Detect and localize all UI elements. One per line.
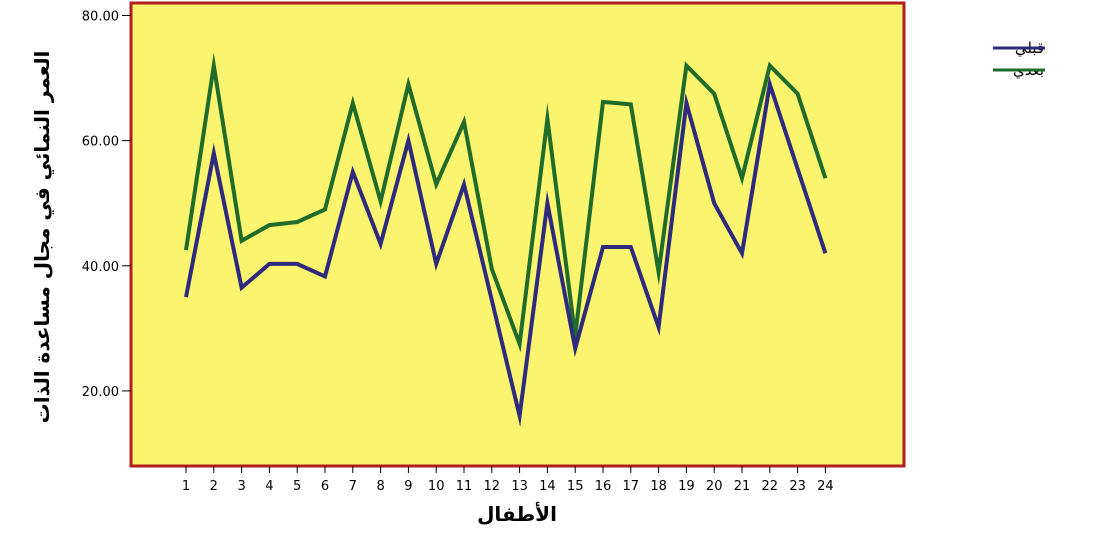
y-axis-title: العمر النمائي في مجال مساعدة الذات (30, 51, 55, 424)
x-tick-label: 9 (404, 479, 412, 494)
y-axis: 20.00 40.00 60.00 80.00 (82, 10, 131, 400)
x-tick-label: 10 (428, 479, 445, 494)
x-tick-label: 6 (321, 479, 329, 494)
x-tick-label: 18 (650, 479, 667, 494)
x-tick-label: 4 (265, 479, 273, 494)
x-axis-title: الأطفال (477, 501, 557, 526)
x-tick-label: 15 (567, 479, 584, 494)
plot-area (129, 1, 906, 468)
x-tick-label: 19 (678, 479, 695, 494)
x-tick-label: 12 (484, 479, 501, 494)
x-tick-label: 16 (595, 479, 612, 494)
series-layer (184, 52, 828, 427)
x-tick-label: 1 (182, 479, 190, 494)
x-tick-label: 2 (210, 479, 218, 494)
x-tick-label: 7 (349, 479, 357, 494)
x-tick-label: 22 (762, 479, 779, 494)
y-tick-label: 20.00 (82, 385, 119, 400)
x-tick-label: 14 (539, 479, 556, 494)
series-line-1 (184, 75, 828, 427)
x-tick-label: 5 (293, 479, 301, 494)
x-tick-label: 20 (706, 479, 723, 494)
x-tick-label: 13 (511, 479, 528, 494)
x-tick-label: 24 (817, 479, 834, 494)
x-tick-label: 17 (623, 479, 640, 494)
x-tick-label: 23 (789, 479, 806, 494)
series-line-2 (184, 52, 828, 353)
x-tick-label: 8 (376, 479, 384, 494)
y-tick-label: 80.00 (82, 10, 119, 25)
y-tick-label: 40.00 (82, 260, 119, 275)
x-axis: 1 2 3 4 5 6 7 8 9 10 11 12 13 14 15 16 17 18 19 20 21 22 23 24 (182, 466, 834, 494)
x-tick-label: 11 (456, 479, 473, 494)
x-tick-label: 3 (237, 479, 245, 494)
y-tick-label: 60.00 (82, 135, 119, 150)
x-tick-label: 21 (734, 479, 751, 494)
